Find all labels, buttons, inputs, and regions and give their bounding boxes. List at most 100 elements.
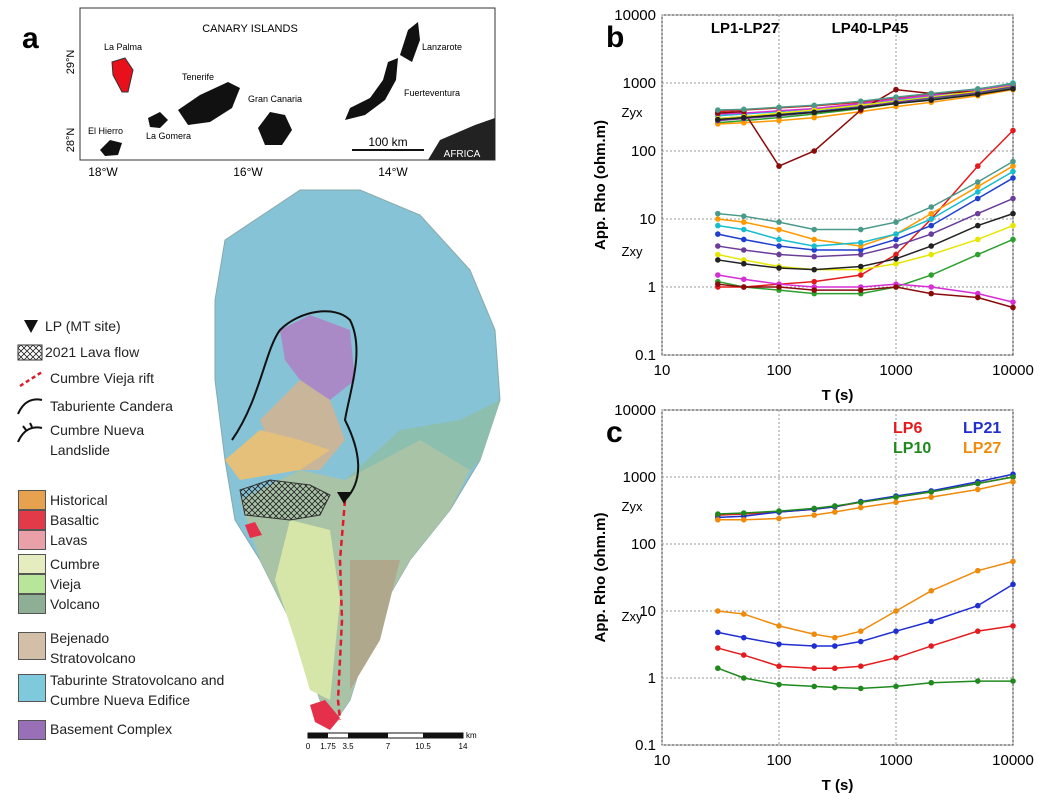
x-tick-label: 10 — [654, 362, 671, 379]
data-point — [893, 499, 899, 506]
data-point — [928, 216, 935, 222]
data-point — [811, 236, 818, 243]
data-point — [811, 266, 818, 273]
legend-swatch — [18, 674, 46, 702]
data-line — [717, 480, 1014, 521]
data-line — [717, 476, 1014, 515]
data-point — [857, 226, 864, 233]
legend-label: 2021 Lava flow — [45, 344, 140, 360]
legend-symbol — [17, 344, 43, 361]
y-tick-label: 0.1 — [635, 737, 656, 754]
data-point — [740, 236, 747, 243]
data-point — [893, 236, 899, 243]
data-point — [928, 210, 935, 217]
geology-unit — [225, 430, 330, 480]
data-point — [893, 494, 899, 500]
data-point — [928, 290, 935, 297]
data-point — [893, 628, 899, 634]
data-point — [715, 257, 721, 263]
scale-tick: 14 — [459, 742, 468, 751]
data-point — [811, 148, 818, 154]
geology-unit — [310, 700, 340, 730]
lon-label: 16°W — [233, 165, 263, 179]
island-label: La Gomera — [146, 131, 191, 141]
data-point — [1010, 478, 1016, 485]
legend-symbol — [17, 422, 43, 443]
data-point — [715, 222, 721, 229]
data-point — [776, 284, 782, 290]
data-point — [776, 508, 782, 514]
island-label: Fuerteventura — [404, 88, 460, 98]
data-point — [776, 243, 782, 249]
data-point — [832, 665, 838, 672]
data-point — [832, 509, 838, 515]
data-point — [974, 602, 981, 609]
data-point — [811, 631, 818, 638]
data-point — [1010, 474, 1016, 480]
legend-swatch — [18, 554, 46, 574]
data-point — [857, 628, 864, 634]
legend-label: LP10 — [893, 440, 931, 457]
data-point — [928, 204, 935, 210]
data-point — [776, 265, 782, 271]
x-axis-label: T (s) — [822, 387, 854, 404]
data-point — [811, 102, 818, 109]
data-line — [717, 560, 1014, 639]
data-point — [715, 231, 721, 237]
data-point — [776, 641, 782, 647]
data-point — [974, 163, 981, 169]
data-point — [928, 222, 935, 229]
legend-label: Cumbre Vieja rift — [50, 370, 155, 386]
island-label: El Hierro — [88, 126, 123, 136]
data-point — [928, 489, 935, 495]
legend-symbol — [17, 398, 43, 415]
scale-label: 100 km — [368, 135, 407, 149]
data-point — [811, 278, 818, 285]
legend-label: LP27 — [963, 440, 1001, 457]
data-point — [832, 503, 838, 509]
geology-unit — [350, 560, 400, 690]
data-point — [811, 109, 818, 116]
data-point — [811, 226, 818, 233]
data-point — [974, 236, 981, 243]
continent — [428, 118, 495, 160]
data-point — [776, 117, 782, 124]
data-point — [857, 638, 864, 645]
data-point — [974, 294, 981, 301]
data-point — [740, 510, 747, 516]
x-tick-label: 10 — [654, 752, 671, 769]
legend-symbol — [24, 320, 38, 333]
legend-label: LP6 — [893, 420, 922, 437]
lava-flow — [239, 479, 331, 521]
data-point — [832, 684, 838, 691]
data-point — [715, 210, 721, 217]
island-label: La Palma — [104, 42, 142, 52]
data-point — [1010, 304, 1016, 311]
data-point — [893, 86, 899, 93]
data-point — [974, 183, 981, 190]
data-point — [1010, 86, 1016, 92]
scale-tick: 0 — [306, 742, 311, 751]
data-point — [715, 645, 721, 651]
scale-tick: 3.5 — [342, 742, 354, 751]
legend-label: Basement Complex — [50, 721, 173, 737]
data-point — [974, 486, 981, 493]
data-point — [893, 260, 899, 267]
data-point — [776, 251, 782, 258]
legend-swatch — [18, 574, 46, 594]
data-point — [1010, 678, 1016, 684]
data-point — [776, 104, 782, 111]
x-tick-label: 100 — [766, 752, 791, 769]
data-point — [928, 97, 935, 103]
data-point — [776, 163, 782, 169]
data-point — [776, 681, 782, 688]
geology-unit — [345, 400, 500, 480]
data-point — [715, 281, 721, 287]
geology-unit — [275, 520, 340, 700]
data-point — [974, 251, 981, 258]
data-point — [740, 106, 747, 113]
data-point — [1010, 299, 1016, 305]
scale-tick: 10.5 — [415, 742, 431, 751]
data-point — [776, 236, 782, 243]
